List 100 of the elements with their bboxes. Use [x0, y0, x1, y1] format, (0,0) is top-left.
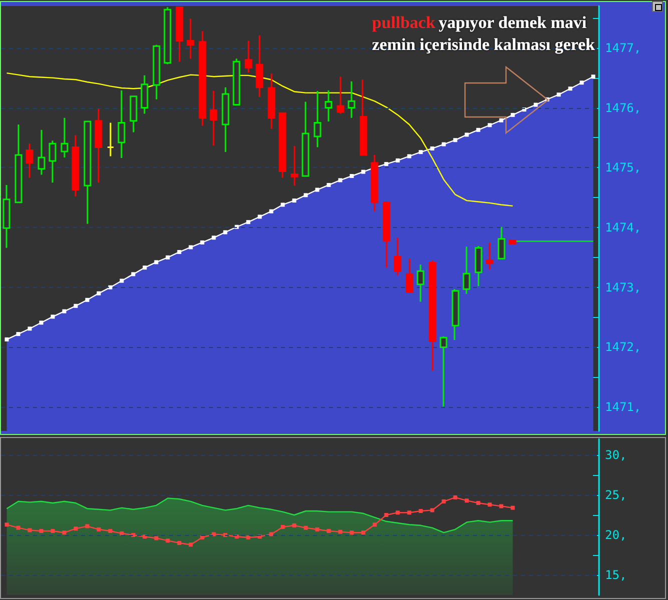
point — [476, 501, 480, 505]
point — [16, 526, 20, 530]
point — [488, 123, 492, 128]
candlestick — [118, 90, 126, 159]
point — [108, 529, 112, 533]
point — [269, 209, 274, 214]
y-tick-label: 1474, — [605, 220, 642, 234]
point — [74, 526, 78, 531]
point — [120, 531, 124, 536]
line-series — [6, 72, 514, 207]
y-tick-label: 20, — [605, 528, 627, 542]
point — [212, 236, 216, 240]
point — [28, 326, 32, 331]
candlestick — [348, 80, 356, 119]
point — [476, 128, 480, 132]
point — [499, 504, 504, 508]
y-tick-label: 1475, — [605, 160, 642, 175]
point — [188, 542, 193, 547]
point — [166, 255, 170, 260]
candlestick — [84, 120, 92, 225]
point — [372, 522, 377, 527]
point — [85, 524, 90, 528]
point — [361, 170, 366, 174]
point — [407, 510, 412, 515]
candlestick — [72, 134, 80, 198]
point — [453, 138, 458, 142]
point — [304, 193, 308, 198]
point — [39, 529, 44, 533]
point — [96, 527, 101, 532]
candlestick — [256, 34, 264, 98]
point — [464, 132, 469, 137]
y-tick-label: 1476, — [605, 100, 642, 115]
point — [223, 230, 228, 234]
point — [315, 527, 320, 532]
point — [556, 92, 561, 97]
candlestick — [336, 76, 344, 114]
point — [488, 502, 492, 507]
candlestick — [38, 129, 46, 176]
point — [177, 541, 182, 545]
point — [166, 538, 170, 543]
point — [304, 526, 308, 530]
candlestick — [486, 242, 494, 270]
point — [580, 80, 584, 85]
candlestick — [106, 122, 114, 157]
point — [338, 530, 342, 534]
candlestick — [232, 58, 240, 106]
point — [62, 309, 66, 314]
candlestick — [222, 86, 230, 153]
point — [338, 178, 342, 182]
point — [142, 266, 147, 270]
point — [258, 214, 262, 219]
point — [453, 495, 458, 500]
point — [131, 272, 136, 276]
point — [39, 320, 44, 325]
point — [96, 291, 101, 296]
point — [50, 529, 55, 533]
point — [246, 220, 250, 224]
point — [280, 525, 285, 529]
y-tick-label: 1472, — [605, 340, 642, 354]
candlestick — [406, 258, 414, 293]
y-tick-label: 25, — [605, 488, 627, 502]
point — [418, 509, 423, 513]
point — [430, 508, 434, 512]
point — [326, 182, 331, 187]
candlestick — [508, 240, 516, 244]
candlestick — [462, 246, 470, 295]
point — [16, 332, 20, 336]
point — [361, 530, 366, 535]
point — [292, 198, 296, 203]
point — [568, 86, 572, 91]
candlestick — [244, 40, 252, 74]
point — [280, 202, 285, 207]
candlestick — [130, 96, 138, 134]
candlestick — [474, 245, 482, 287]
candlestick — [140, 74, 148, 114]
point — [384, 162, 388, 166]
point — [62, 530, 66, 535]
point — [510, 112, 515, 117]
point — [499, 118, 504, 122]
point — [396, 510, 400, 515]
candlestick — [176, 6, 184, 62]
candlestick — [324, 90, 332, 122]
point — [74, 304, 78, 308]
candlestick — [290, 145, 298, 186]
y-tick-label: 30, — [605, 448, 627, 462]
candlestick — [416, 264, 424, 302]
y-tick-label: 15, — [605, 568, 627, 582]
point — [510, 506, 515, 510]
point — [4, 337, 9, 342]
candlestick — [394, 236, 402, 276]
candlestick — [314, 90, 322, 148]
candlestick — [268, 72, 276, 130]
point — [188, 245, 193, 250]
point — [246, 535, 250, 540]
candlestick — [210, 90, 218, 146]
candlestick — [452, 288, 460, 341]
y-tick-label: 1473, — [605, 280, 642, 294]
point — [442, 142, 446, 146]
point — [108, 285, 112, 290]
y-tick-label: 1471, — [605, 400, 642, 414]
